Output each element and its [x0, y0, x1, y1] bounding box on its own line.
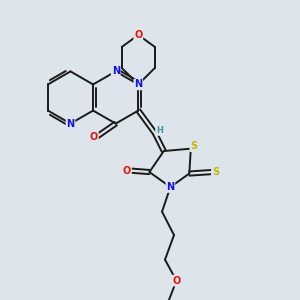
Text: N: N — [166, 182, 175, 192]
Text: N: N — [134, 80, 142, 89]
Text: H: H — [156, 126, 163, 135]
Text: O: O — [172, 276, 181, 286]
Text: O: O — [90, 132, 98, 142]
Text: S: S — [212, 167, 219, 177]
Text: S: S — [190, 141, 197, 151]
Text: N: N — [66, 118, 75, 129]
Text: O: O — [123, 166, 131, 176]
Text: N: N — [112, 66, 120, 76]
Text: O: O — [134, 30, 142, 40]
